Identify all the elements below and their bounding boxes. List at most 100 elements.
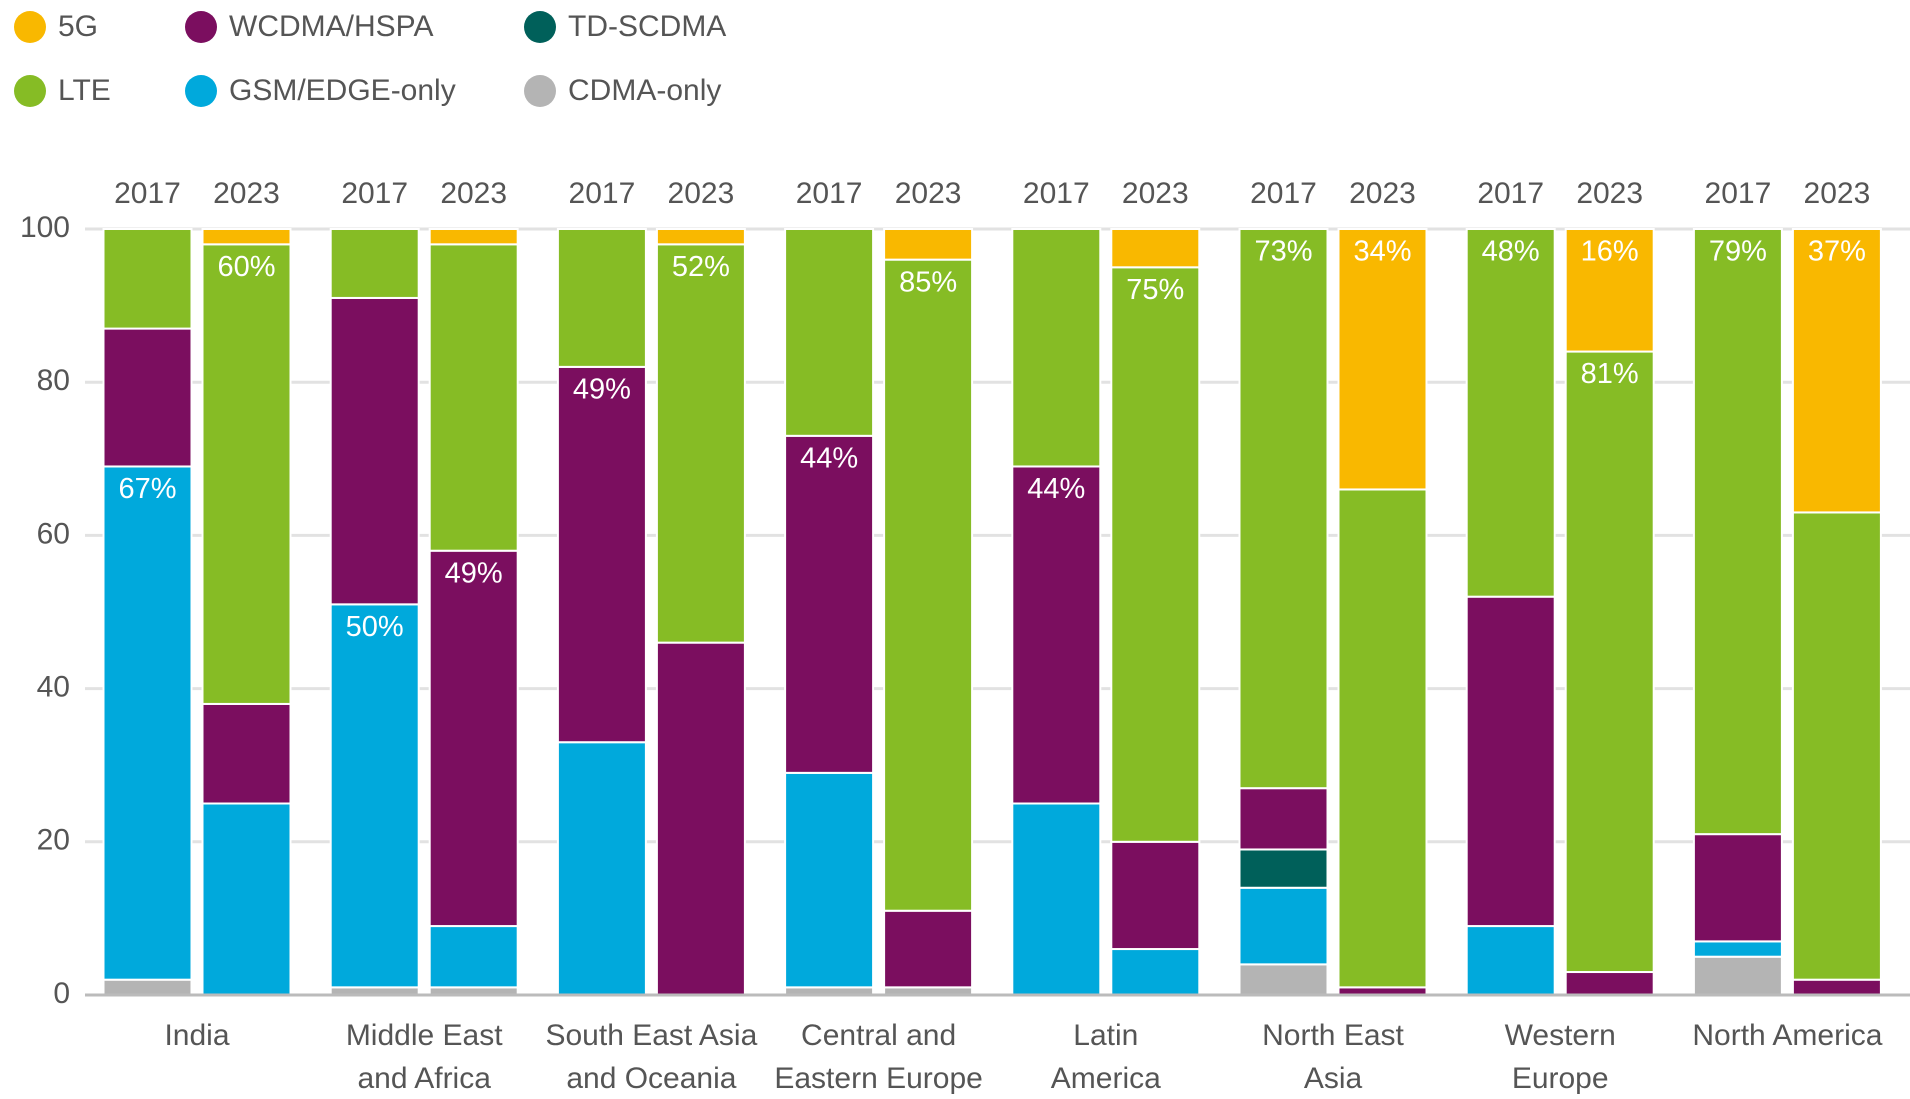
bar-segment [784, 228, 875, 437]
data-label: 52% [672, 251, 730, 283]
x-tick-label: 2017 [569, 177, 636, 210]
bar-segment [556, 365, 647, 744]
bar-segment [1465, 925, 1556, 996]
data-label: 48% [1482, 236, 1540, 268]
bar-segment [1337, 228, 1428, 491]
data-label: 44% [800, 442, 858, 474]
legend-label: GSM/EDGE-only [229, 74, 456, 107]
x-tick-label: 2023 [213, 177, 280, 210]
bar-segment [329, 228, 420, 299]
legend-label: LTE [58, 74, 111, 107]
group-label: Eastern Europe [774, 1062, 982, 1095]
bar-segment [784, 771, 875, 989]
legend-label: WCDMA/HSPA [229, 10, 433, 43]
bar-segment [1692, 940, 1783, 958]
bar-segment [1110, 840, 1201, 951]
data-label: 81% [1581, 358, 1639, 390]
group-label: Western [1505, 1019, 1616, 1052]
data-label: 50% [346, 611, 404, 643]
data-label: 37% [1808, 236, 1866, 268]
group-label: and Oceania [566, 1062, 736, 1095]
bar-segment [1564, 971, 1655, 997]
bar-segment [1110, 228, 1201, 269]
y-tick-label: 80 [37, 364, 70, 397]
bar-segment [201, 243, 292, 705]
bar-segment [655, 228, 746, 246]
group-label: and Africa [357, 1062, 491, 1095]
data-label: 79% [1709, 236, 1767, 268]
y-tick-label: 100 [20, 211, 70, 244]
y-tick-label: 40 [37, 671, 70, 704]
bar-segment [655, 243, 746, 644]
bar-segment [329, 296, 420, 606]
bar-segment [428, 549, 519, 928]
bar-segment [1791, 978, 1882, 996]
data-label: 85% [899, 266, 957, 298]
bar-segment [655, 641, 746, 996]
bar-segment [1011, 802, 1102, 996]
bar-segment [784, 434, 875, 774]
bar-segment [1791, 228, 1882, 514]
bar-segment [1692, 955, 1783, 997]
bar-segment [1692, 833, 1783, 943]
bar-segment [1011, 228, 1102, 468]
bar-segment [1238, 886, 1329, 966]
bar-segment [1011, 465, 1102, 805]
x-tick-label: 2017 [796, 177, 863, 210]
group-label: Middle East [346, 1019, 503, 1052]
x-tick-label: 2017 [1023, 177, 1090, 210]
legend-swatch [524, 75, 556, 107]
bar-segment [1238, 963, 1329, 996]
x-tick-label: 2017 [114, 177, 181, 210]
group-label: America [1051, 1062, 1161, 1095]
data-label: 67% [118, 473, 176, 505]
bar-segment [883, 228, 974, 261]
bar-segment [1110, 948, 1201, 996]
bar-segment [102, 978, 193, 996]
group-label: Asia [1304, 1062, 1363, 1095]
group-label: South East Asia [545, 1019, 757, 1052]
y-tick-label: 60 [37, 517, 70, 550]
data-label: 75% [1126, 274, 1184, 306]
bar-segment [1238, 228, 1329, 790]
legend-swatch [14, 11, 46, 43]
bar-segment [883, 909, 974, 989]
legend-label: TD-SCDMA [568, 10, 726, 43]
x-tick-label: 2017 [1250, 177, 1317, 210]
bar-segment [1465, 595, 1556, 928]
group-label: North America [1692, 1019, 1882, 1052]
y-tick-label: 20 [37, 824, 70, 857]
x-tick-label: 2023 [1349, 177, 1416, 210]
group-label: India [164, 1019, 229, 1052]
x-tick-label: 2023 [1576, 177, 1643, 210]
legend-swatch [185, 75, 217, 107]
legend-swatch [185, 11, 217, 43]
bar-segment [428, 925, 519, 989]
legend-label: 5G [58, 10, 98, 43]
bar-segment [1337, 488, 1428, 989]
x-tick-label: 2017 [1705, 177, 1772, 210]
x-tick-label: 2023 [1804, 177, 1871, 210]
group-label: Central and [801, 1019, 956, 1052]
bar-segment [1564, 228, 1655, 353]
y-tick-label: 0 [53, 977, 70, 1010]
bar-segment [1692, 228, 1783, 836]
x-tick-label: 2017 [341, 177, 408, 210]
data-label: 44% [1027, 473, 1085, 505]
bar-segment [201, 802, 292, 996]
bar-segment [201, 228, 292, 246]
bar-segment [1238, 787, 1329, 851]
bar-segment [556, 741, 647, 996]
bar-segment [556, 228, 647, 368]
data-label: 34% [1353, 236, 1411, 268]
bar-segment [102, 327, 193, 468]
bar-segment [883, 258, 974, 912]
x-tick-label: 2023 [668, 177, 735, 210]
group-label: Latin [1073, 1019, 1138, 1052]
x-tick-label: 2023 [1122, 177, 1189, 210]
x-tick-label: 2023 [440, 177, 507, 210]
legend-label: CDMA-only [568, 74, 721, 107]
bar-segment [329, 603, 420, 989]
bar-segment [1465, 228, 1556, 598]
data-label: 49% [445, 557, 503, 589]
